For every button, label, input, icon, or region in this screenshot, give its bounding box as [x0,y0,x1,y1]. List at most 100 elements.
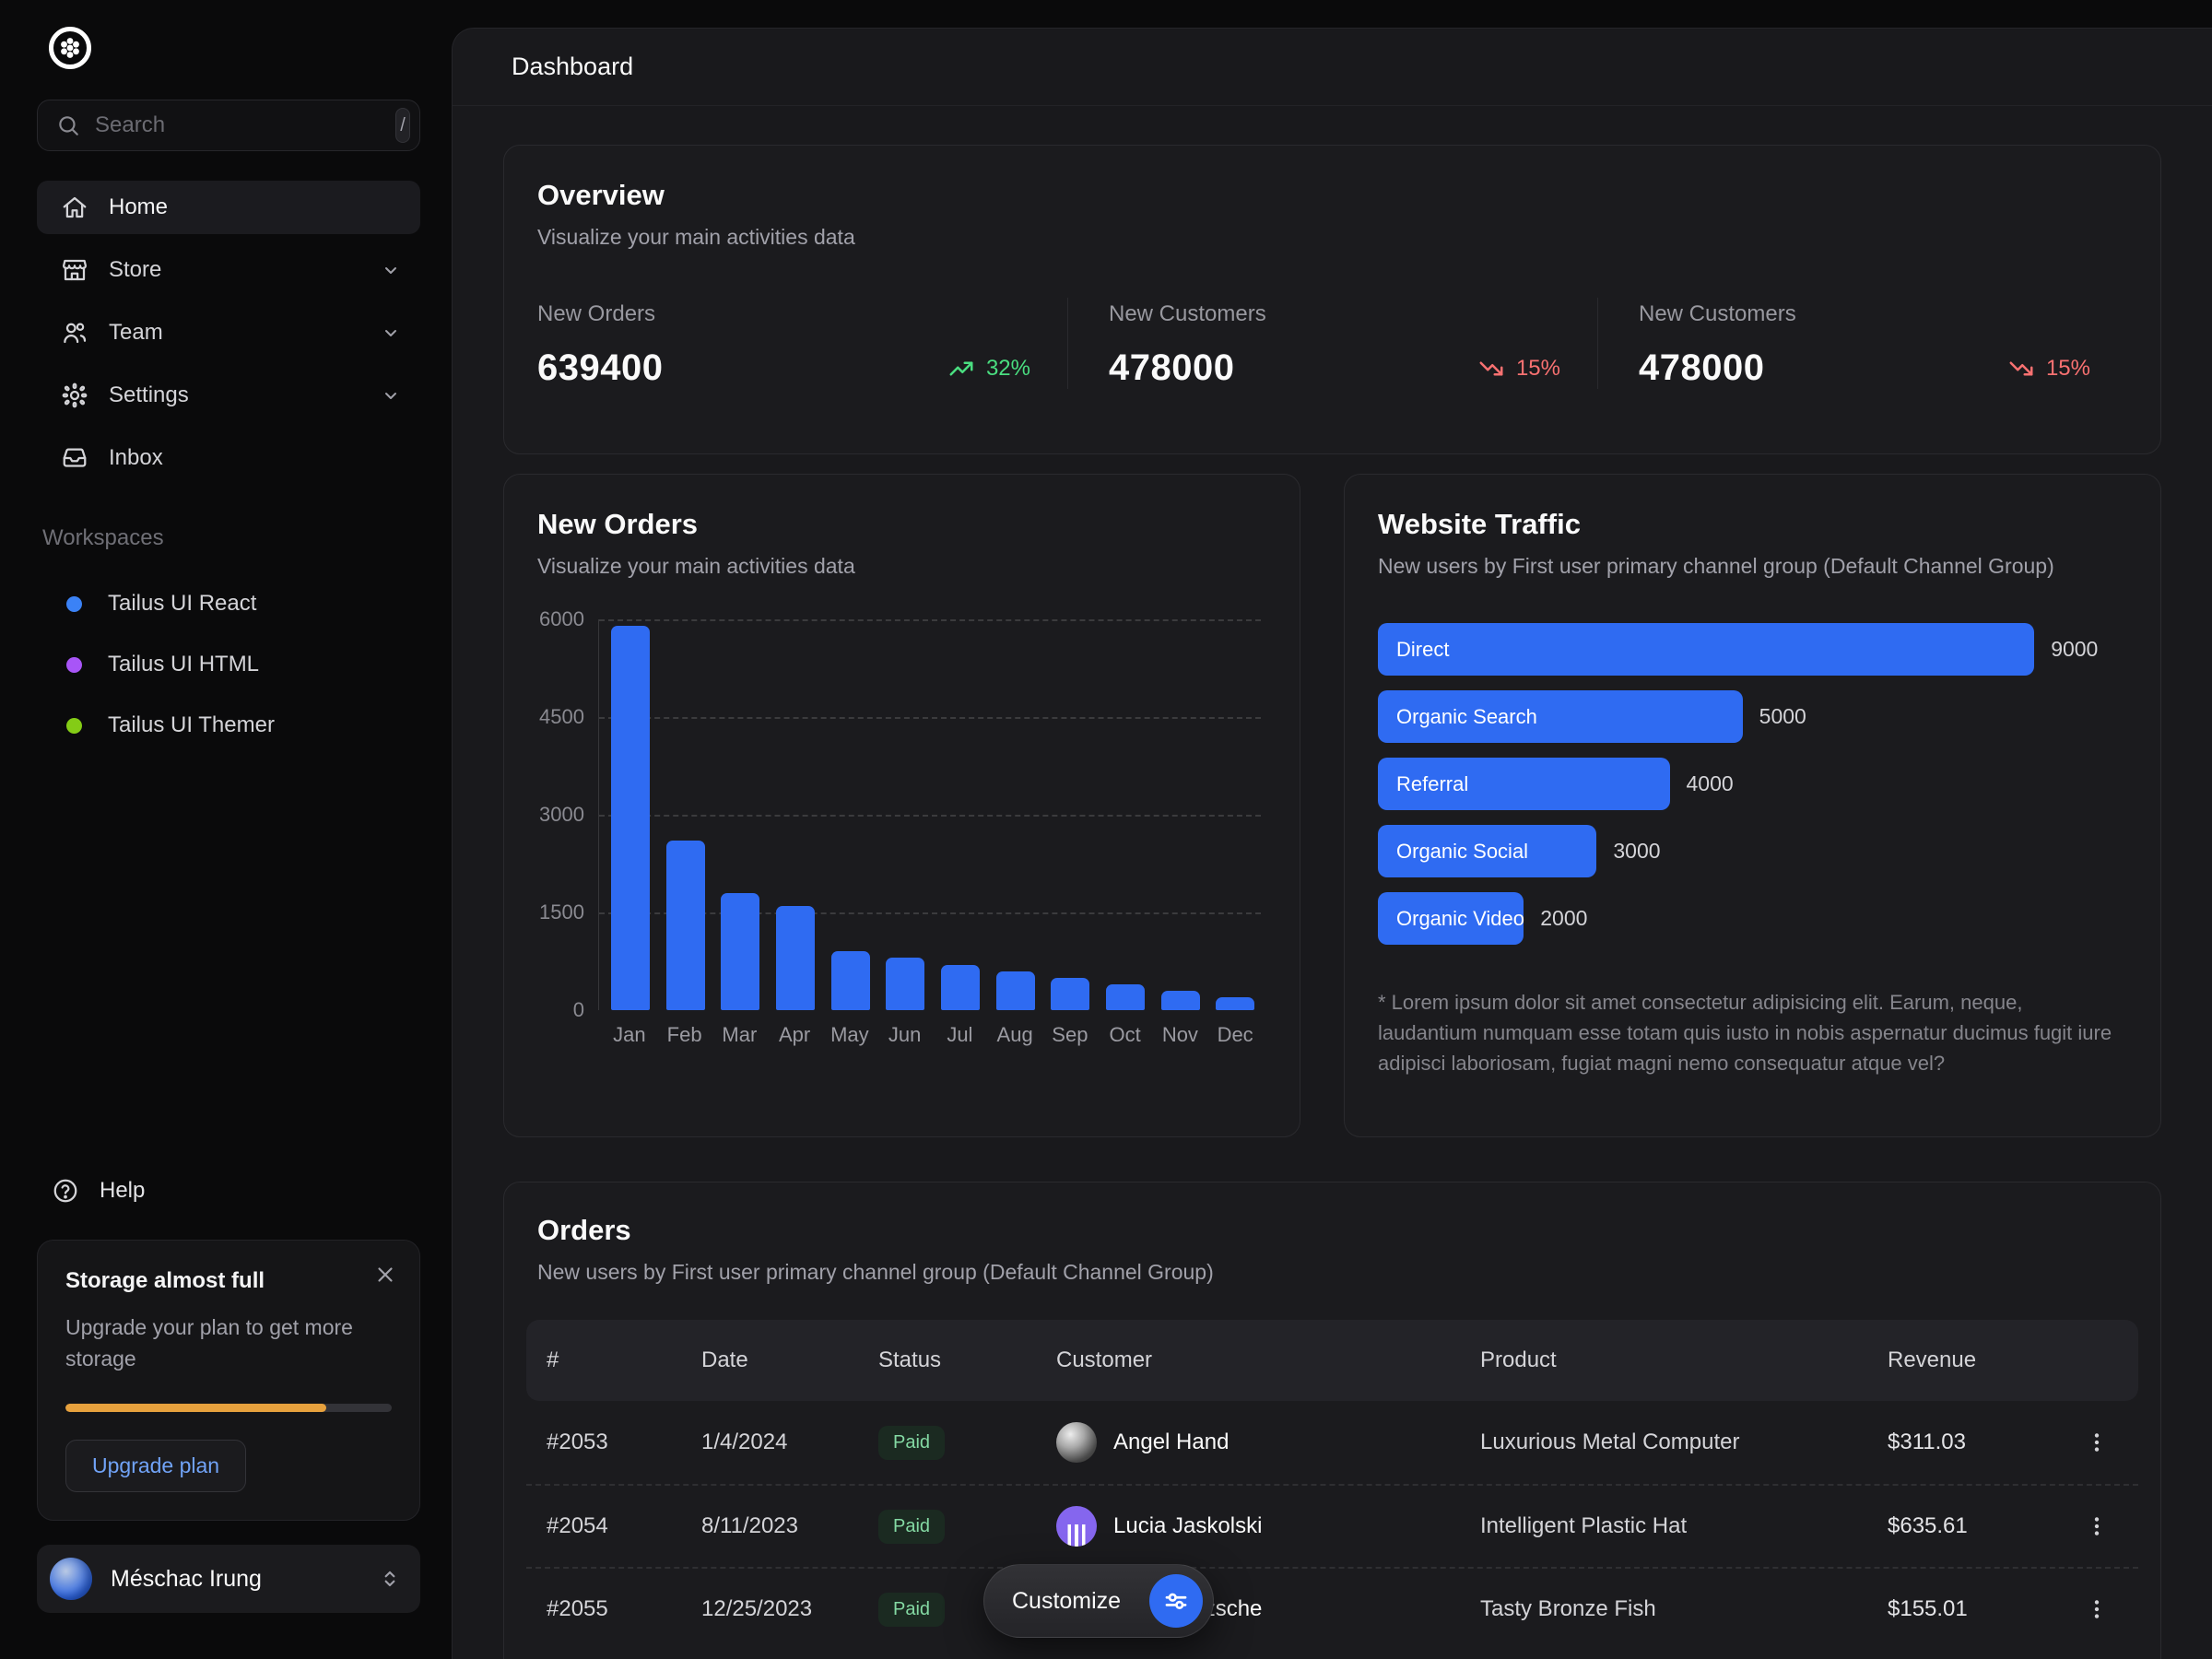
bar-organic-video[interactable]: Organic Video [1378,892,1524,945]
upgrade-plan-button[interactable]: Upgrade plan [65,1440,247,1492]
avatar [1056,1422,1097,1463]
column-header-customer: Customer [1056,1347,1153,1372]
order-id: #2053 [547,1430,608,1454]
bar-may[interactable] [830,951,870,1010]
y-axis-tick: 1500 [539,900,584,924]
chart-subtitle: New users by First user primary channel … [1378,554,2054,578]
stat-delta: 15% [2007,355,2090,382]
search-icon [56,113,80,137]
column-header-revenue: Revenue [1888,1347,1977,1372]
user-name: Méschac Irung [111,1565,262,1592]
workspace-item-tailus-html[interactable]: Tailus UI HTML [37,634,420,695]
product-name: Intelligent Plastic Hat [1480,1513,1688,1538]
sidebar-item-store[interactable]: Store [37,243,420,297]
help-button[interactable]: Help [37,1168,420,1214]
website-traffic-card: Website Traffic New users by First user … [1344,474,2161,1137]
y-axis-tick: 3000 [539,803,584,826]
orders-table-card: Orders New users by First user primary c… [503,1182,2161,1659]
stat-value: 478000 [1109,347,1235,388]
bar-direct[interactable]: Direct [1378,623,2035,676]
store-icon [61,256,88,284]
search-box[interactable]: / [37,100,420,151]
workspace-dot-green [66,717,82,734]
trending-down-icon [2007,355,2035,382]
help-icon [52,1177,79,1205]
hbar-row-organic-social: Organic Social 3000 [1378,825,2127,877]
customize-label: Customize [1012,1587,1122,1614]
bar-organic-search[interactable]: Organic Search [1378,690,1743,743]
bar-chart: 6000 4500 3000 1500 0 [537,607,1266,1047]
home-icon [61,194,88,221]
y-axis-tick: 6000 [539,607,584,630]
sidebar-item-inbox[interactable]: Inbox [37,431,420,485]
revenue-value: $635.61 [1888,1513,1968,1538]
search-input[interactable] [95,112,381,138]
chevron-down-icon [380,259,402,281]
hbar-row-referral: Referral 4000 [1378,758,2127,810]
table-row[interactable]: #2053 1/4/2024 Paid Angel Hand Luxurious… [526,1401,2138,1484]
inbox-icon [61,444,88,472]
customize-button[interactable]: Customize [983,1564,1214,1638]
stat-new-orders: New Orders 639400 32% [537,298,1067,389]
users-icon [61,319,88,347]
column-header-date: Date [701,1347,748,1372]
bar-mar[interactable] [721,892,760,1010]
stat-delta: 32% [947,355,1030,382]
sidebar-item-settings[interactable]: Settings [37,369,420,422]
bar-dec[interactable] [1216,996,1255,1010]
stat-label: New Orders [537,301,656,326]
bar-feb[interactable] [665,841,705,1010]
bar-jun[interactable] [886,958,925,1010]
order-date: 8/11/2023 [701,1513,798,1538]
page-header: Dashboard [453,29,2212,106]
overview-title: Overview [537,179,665,211]
hbar-row-direct: Direct 9000 [1378,623,2127,676]
bar-jul[interactable] [940,964,980,1010]
bar-referral[interactable]: Referral [1378,758,1670,810]
unfold-chevrons-icon [378,1567,402,1591]
row-actions-kebab-icon[interactable] [2076,1430,2118,1454]
bar-jan[interactable] [610,626,650,1010]
bar-nov[interactable] [1160,990,1200,1010]
gear-icon [61,382,88,409]
workspace-label: Tailus UI HTML [108,652,260,677]
status-badge: Paid [878,1425,946,1460]
sidebar-item-home[interactable]: Home [37,181,420,234]
stat-new-customers-2: New Customers 478000 15% [1597,298,2127,389]
revenue-value: $155.01 [1888,1596,1968,1621]
bar-organic-social[interactable]: Organic Social [1378,825,1597,877]
new-orders-chart-card: New Orders Visualize your main activitie… [503,474,1300,1137]
order-date: 12/25/2023 [701,1596,813,1621]
bar-oct[interactable] [1105,983,1145,1010]
stat-label: New Customers [1109,301,1266,326]
column-header-product: Product [1480,1347,1557,1372]
sidebar-item-label: Store [109,257,162,282]
row-actions-kebab-icon[interactable] [2076,1514,2118,1538]
sidebar-item-label: Team [109,320,163,345]
order-id: #2054 [547,1513,608,1538]
row-actions-kebab-icon[interactable] [2076,1597,2118,1621]
app-logo-icon[interactable] [48,26,92,70]
status-badge: Paid [878,1509,946,1544]
table-row[interactable]: #2055 12/25/2023 Paid Shem Nitzsche Tast… [526,1567,2138,1650]
workspace-item-tailus-react[interactable]: Tailus UI React [37,573,420,634]
avatar [1056,1506,1097,1547]
bar-apr[interactable] [775,905,815,1010]
status-badge: Paid [878,1592,946,1627]
chart-title: Website Traffic [1378,508,1581,540]
sidebar-item-team[interactable]: Team [37,306,420,359]
workspace-item-tailus-themer[interactable]: Tailus UI Themer [37,695,420,756]
workspaces-heading: Workspaces [42,525,164,550]
orders-title: Orders [537,1214,631,1246]
sidebar-item-label: Inbox [109,445,163,470]
table-row[interactable]: #2054 8/11/2023 Paid Lucia Jaskolski Int… [526,1484,2138,1567]
user-menu[interactable]: Méschac Irung [37,1545,420,1613]
bar-sep[interactable] [1051,977,1090,1010]
bars-group [599,619,1266,1010]
bar-aug[interactable] [995,971,1035,1010]
hbar-row-organic-search: Organic Search 5000 [1378,690,2127,743]
close-icon[interactable] [373,1263,397,1287]
table-header-row: # Date Status Customer Product Revenue [526,1320,2138,1401]
bar-value: 4000 [1686,771,1734,795]
